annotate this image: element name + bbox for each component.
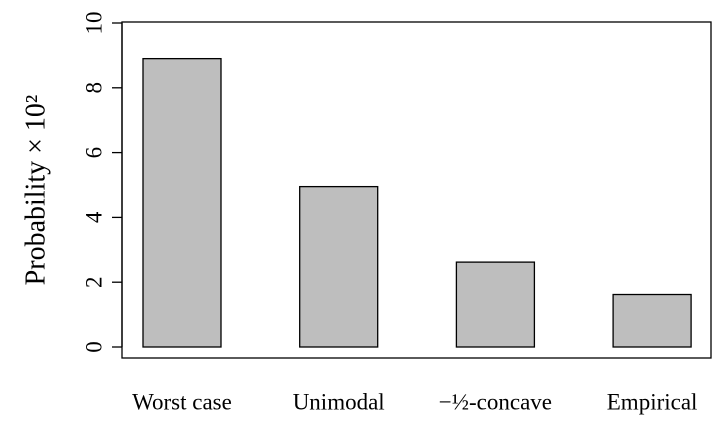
y-tick-label: 6 [81,147,106,159]
x-tick-label: Worst case [132,389,232,414]
y-tick-label: 4 [81,211,106,223]
x-tick-label: −½-concave [439,389,552,414]
bar [455,261,536,348]
bar [299,185,379,348]
bar [142,57,222,348]
x-tick-label: Unimodal [293,389,385,414]
y-tick-label: 10 [81,12,106,35]
y-tick-label: 0 [81,341,106,353]
bar [612,293,692,348]
x-tick-label: Empirical [607,389,698,414]
y-axis-label: Probability × 10² [20,95,51,286]
y-tick-label: 8 [81,82,106,94]
y-tick-label: 2 [81,276,106,288]
